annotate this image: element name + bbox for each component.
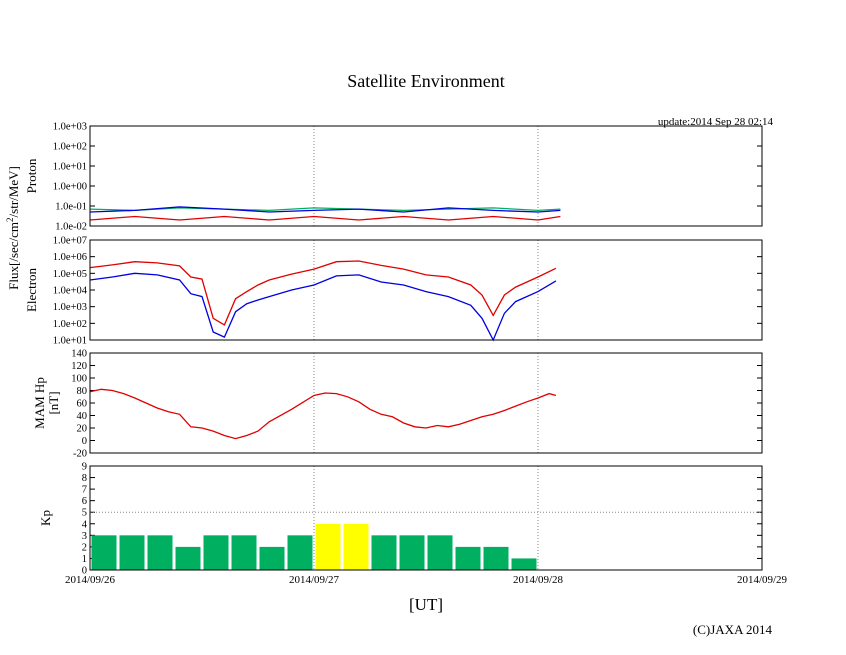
kp-ytick-label-6: 6 — [82, 496, 87, 507]
mam-ytick-label-6: 100 — [71, 374, 87, 385]
x-tick-label-0: 2014/09/26 — [65, 574, 116, 586]
electron-ytick-label-1: 1.0e+02 — [53, 319, 87, 330]
kp-bar-14 — [483, 546, 509, 570]
electron-ytick-label-0: 1.0e+01 — [53, 336, 87, 347]
kp-ytick-label-3: 3 — [82, 531, 87, 542]
proton-ylabel: Proton — [24, 158, 39, 193]
kp-bar-9 — [343, 523, 369, 570]
electron-ytick-label-5: 1.0e+06 — [53, 252, 87, 263]
kp-bar-4 — [203, 535, 229, 570]
x-tick-label-2: 2014/09/28 — [513, 574, 564, 586]
kp-bar-5 — [231, 535, 257, 570]
kp-bar-1 — [119, 535, 145, 570]
shared-ylabel-head: Flux[/sec/cm — [6, 222, 21, 290]
copyright: (C)JAXA 2014 — [693, 622, 773, 637]
kp-bar-3 — [175, 546, 201, 570]
kp-bar-10 — [371, 535, 397, 570]
mam-ytick-label-7: 120 — [71, 361, 87, 372]
kp-ytick-label-4: 4 — [82, 519, 88, 530]
mam-ytick-label-4: 60 — [77, 399, 88, 410]
electron-ytick-label-6: 1.0e+07 — [53, 236, 87, 247]
proton-series-blue — [89, 206, 561, 213]
proton-ytick-label-2: 1.0e+00 — [53, 182, 87, 193]
kp-ytick-label-1: 1 — [82, 554, 87, 565]
mam-ylabel: MAM Hp — [32, 377, 47, 429]
proton-panel: 1.0e-02 1.0e-01 1.0e+00 1.0e+01 1.0e+02 1.0e+… — [24, 122, 763, 233]
kp-bar-6 — [259, 546, 285, 570]
kp-bar-11 — [399, 535, 425, 570]
electron-ylabel: Electron — [24, 267, 39, 312]
kp-ylabel: Kp — [38, 510, 53, 526]
proton-ytick-label-1: 1.0e-01 — [55, 202, 87, 213]
mam-ytick-label-1: 0 — [82, 436, 87, 447]
mam-ytick-label-3: 40 — [77, 411, 88, 422]
mam-ytick-label-0: -20 — [73, 449, 87, 460]
mam-ylabel-unit: [nT] — [46, 391, 61, 414]
x-axis-ticks: 2014/09/26 2014/09/27 2014/09/28 2014/09/29 — [65, 574, 788, 586]
mam-ytick-label-8: 140 — [71, 349, 87, 360]
kp-bar-2 — [147, 535, 173, 570]
electron-series-red — [89, 260, 557, 326]
kp-ytick-label-0: 0 — [82, 566, 87, 577]
proton-ytick-label-4: 1.0e+02 — [53, 142, 87, 153]
electron-panel: 1.0e+01 1.0e+02 1.0e+03 1.0e+04 1.0e+05 1.0e+… — [24, 236, 763, 347]
kp-bar-0 — [91, 535, 117, 570]
kp-ytick-label-7: 7 — [82, 485, 87, 496]
proton-ytick-label-0: 1.0e-02 — [55, 222, 87, 233]
shared-ylabel-tail: /str/MeV] — [6, 166, 21, 217]
kp-frame — [89, 465, 763, 571]
electron-ytick-label-4: 1.0e+05 — [53, 269, 87, 280]
electron-ytick-label-2: 1.0e+03 — [53, 302, 87, 313]
kp-bar-8 — [315, 523, 341, 570]
kp-ytick-label-5: 5 — [82, 508, 87, 519]
chart-title: Satellite Environment — [347, 71, 504, 91]
proton-frame — [89, 125, 763, 227]
x-axis-label: [UT] — [409, 595, 443, 614]
kp-ytick-label-8: 8 — [82, 473, 87, 484]
proton-series-green — [89, 207, 561, 212]
mam-frame — [89, 352, 763, 454]
proton-ytick-label-5: 1.0e+03 — [53, 122, 87, 133]
kp-ytick-label-9: 9 — [82, 462, 87, 473]
panels: 1.0e-021.0e-011.0e+001.0e+011.0e+021.0e+… — [24, 122, 763, 577]
kp-bar-12 — [427, 535, 453, 570]
shared-flux-ylabel: Flux[/sec/cm2/str/MeV] — [5, 166, 21, 290]
mam-series-red — [89, 388, 557, 440]
proton-ytick-label-3: 1.0e+01 — [53, 162, 87, 173]
electron-ytick-label-3: 1.0e+04 — [53, 286, 88, 297]
kp-bar-7 — [287, 535, 313, 570]
x-tick-label-3: 2014/09/29 — [737, 574, 788, 586]
proton-series-red — [89, 215, 561, 221]
kp-ytick-label-2: 2 — [82, 542, 87, 553]
electron-series-blue — [89, 272, 557, 342]
mam-ytick-label-5: 80 — [77, 386, 88, 397]
kp-bar-15 — [511, 558, 537, 570]
shared-ylabel-sup: 2 — [5, 217, 15, 222]
electron-frame — [89, 239, 763, 341]
update-timestamp: update:2014 Sep 28 02:14 — [658, 116, 774, 128]
mam-ytick-label-2: 20 — [77, 424, 88, 435]
x-tick-label-1: 2014/09/27 — [289, 574, 340, 586]
kp-bar-13 — [455, 546, 481, 570]
